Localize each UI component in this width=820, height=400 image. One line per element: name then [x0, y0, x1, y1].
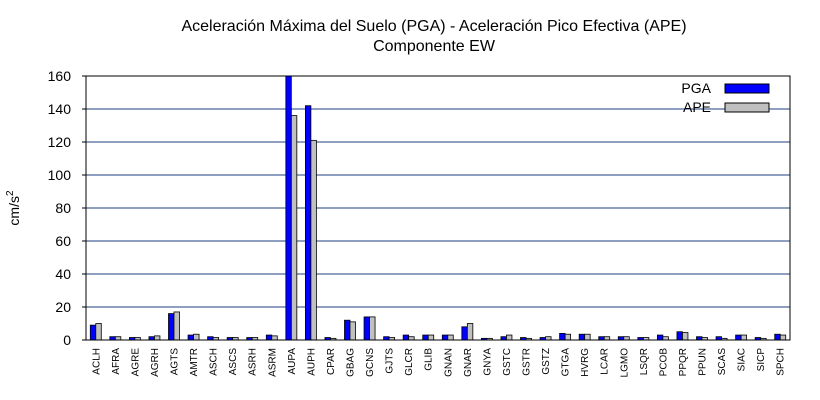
legend-label-ape: APE	[683, 99, 711, 115]
x-tick-label: AGRH	[150, 348, 161, 377]
bar-pga-asrm	[265, 334, 273, 341]
bar-ape-spch	[779, 334, 787, 341]
x-tick-label: AMTR	[189, 348, 200, 376]
x-tick-label: ASRM	[267, 348, 278, 377]
bar-pga-glcr	[402, 334, 410, 341]
x-tick-label: LCAR	[600, 348, 611, 375]
x-tick-label: CPAR	[326, 348, 337, 375]
x-tick-label: AUPA	[287, 348, 298, 375]
chart-title-line2: Componente EW	[373, 38, 496, 55]
x-tick-label: GLIB	[424, 348, 435, 371]
legend-swatch-pga	[724, 83, 770, 94]
x-tick-label: PPQR	[678, 348, 689, 376]
x-tick-label: GNYA	[482, 348, 493, 376]
bar-ape-gcns	[369, 316, 376, 341]
bar-ape-gstc	[506, 334, 513, 341]
bar-pga-gcns	[363, 316, 370, 341]
bar-ape-agts	[173, 311, 180, 341]
bar-pga-spch	[774, 333, 781, 341]
bar-pga-auph	[304, 105, 312, 341]
x-tick-label: HVRG	[580, 348, 591, 377]
x-tick-label: SIAC	[737, 348, 748, 371]
bar-pga-aclh	[89, 324, 97, 341]
y-tick-label: 140	[48, 101, 72, 117]
x-tick-label: GNAR	[463, 348, 474, 377]
bar-pga-hvrg	[578, 333, 586, 341]
x-tick-label: LGMO	[619, 348, 630, 378]
x-tick-label: AGTS	[170, 348, 181, 376]
x-tick-label: GTGA	[561, 348, 572, 377]
x-tick-label: GSTC	[502, 348, 513, 376]
x-tick-label: AFRA	[111, 348, 122, 375]
x-tick-label: ACLH	[91, 348, 102, 375]
y-axis-label-exponent: 2	[5, 190, 16, 196]
x-tick-label: SPCH	[776, 348, 787, 376]
grid-lines	[86, 108, 790, 308]
plot-frame	[85, 75, 791, 341]
bar-pga-aupa	[285, 75, 292, 341]
bar-ape-auph	[310, 139, 317, 341]
y-axis-label-unit: cm/s	[6, 196, 22, 226]
bar-pga-gnar	[461, 326, 468, 341]
bar-ape-gtga	[564, 333, 572, 341]
x-tick-label: ASCS	[228, 348, 239, 376]
bar-ape-gbag	[349, 321, 356, 341]
bar-ape-siac	[740, 334, 748, 341]
bar-pga-pcob	[656, 334, 664, 341]
bar-pga-glib	[422, 334, 429, 341]
bar-ape-aupa	[290, 115, 298, 341]
y-tick-labels: 0 20 40 60 80 100 120 140 160	[48, 68, 86, 348]
bar-pga-ppqr	[676, 331, 683, 341]
x-tick-label: SICP	[756, 348, 767, 372]
x-tick-label: GBAG	[346, 348, 357, 377]
y-tick-label: 40	[55, 266, 71, 282]
x-tick-labels: ACLH AFRA AGRE AGRH AGTS AMTR ASCH ASCS ASRH ASRM…	[91, 348, 786, 378]
x-tick-label: PCOB	[658, 348, 669, 377]
x-tick-label: SCAS	[717, 348, 728, 376]
y-tick-label: 160	[48, 68, 72, 84]
y-tick-label: 120	[48, 134, 72, 150]
legend-swatch-ape	[724, 102, 770, 113]
bar-ape-aclh	[95, 323, 102, 341]
x-tick-label: GLCR	[404, 348, 415, 376]
bar-pga-amtr	[187, 334, 194, 341]
bar-pga-agts	[168, 313, 175, 341]
x-tick-label: LSQR	[639, 348, 650, 375]
bar-ape-asrm	[271, 335, 278, 341]
y-axis-label: cm/s2	[5, 190, 22, 226]
bar-ape-gnar	[466, 323, 474, 341]
y-tick-label: 20	[55, 299, 71, 315]
y-tick-label: 80	[55, 200, 71, 216]
x-tick-label: PPUN	[698, 348, 709, 376]
bar-pga-gtga	[559, 332, 566, 341]
bar-ape-ppqr	[682, 332, 689, 341]
chart-title-line1: Aceleración Máxima del Suelo (PGA) - Ace…	[181, 18, 686, 35]
x-tick-label: GSTR	[522, 348, 533, 376]
bar-ape-amtr	[193, 333, 200, 341]
y-tick-label: 0	[63, 332, 71, 348]
bar-pga-gnan	[441, 334, 449, 341]
x-tick-label: GJTS	[385, 348, 396, 374]
x-tick-label: GCNS	[365, 348, 376, 377]
legend: PGA APE	[681, 80, 770, 115]
bar-pga-gbag	[344, 319, 351, 341]
bar-ape-gnan	[447, 334, 454, 341]
x-tick-label: ASCH	[209, 348, 220, 376]
bar-pga-siac	[735, 334, 742, 341]
x-tick-label: GNAN	[443, 348, 454, 377]
x-tick-label: ASRH	[248, 348, 259, 376]
y-tick-label: 100	[48, 167, 72, 183]
bar-ape-agrh	[154, 335, 161, 341]
bar-ape-glib	[427, 334, 435, 341]
bar-ape-hvrg	[584, 333, 591, 341]
y-tick-label: 60	[55, 233, 71, 249]
x-tick-label: AUPH	[306, 348, 317, 376]
x-tick-label: AGRE	[130, 348, 141, 377]
x-tick-label: GSTZ	[541, 348, 552, 375]
legend-label-pga: PGA	[681, 80, 711, 96]
